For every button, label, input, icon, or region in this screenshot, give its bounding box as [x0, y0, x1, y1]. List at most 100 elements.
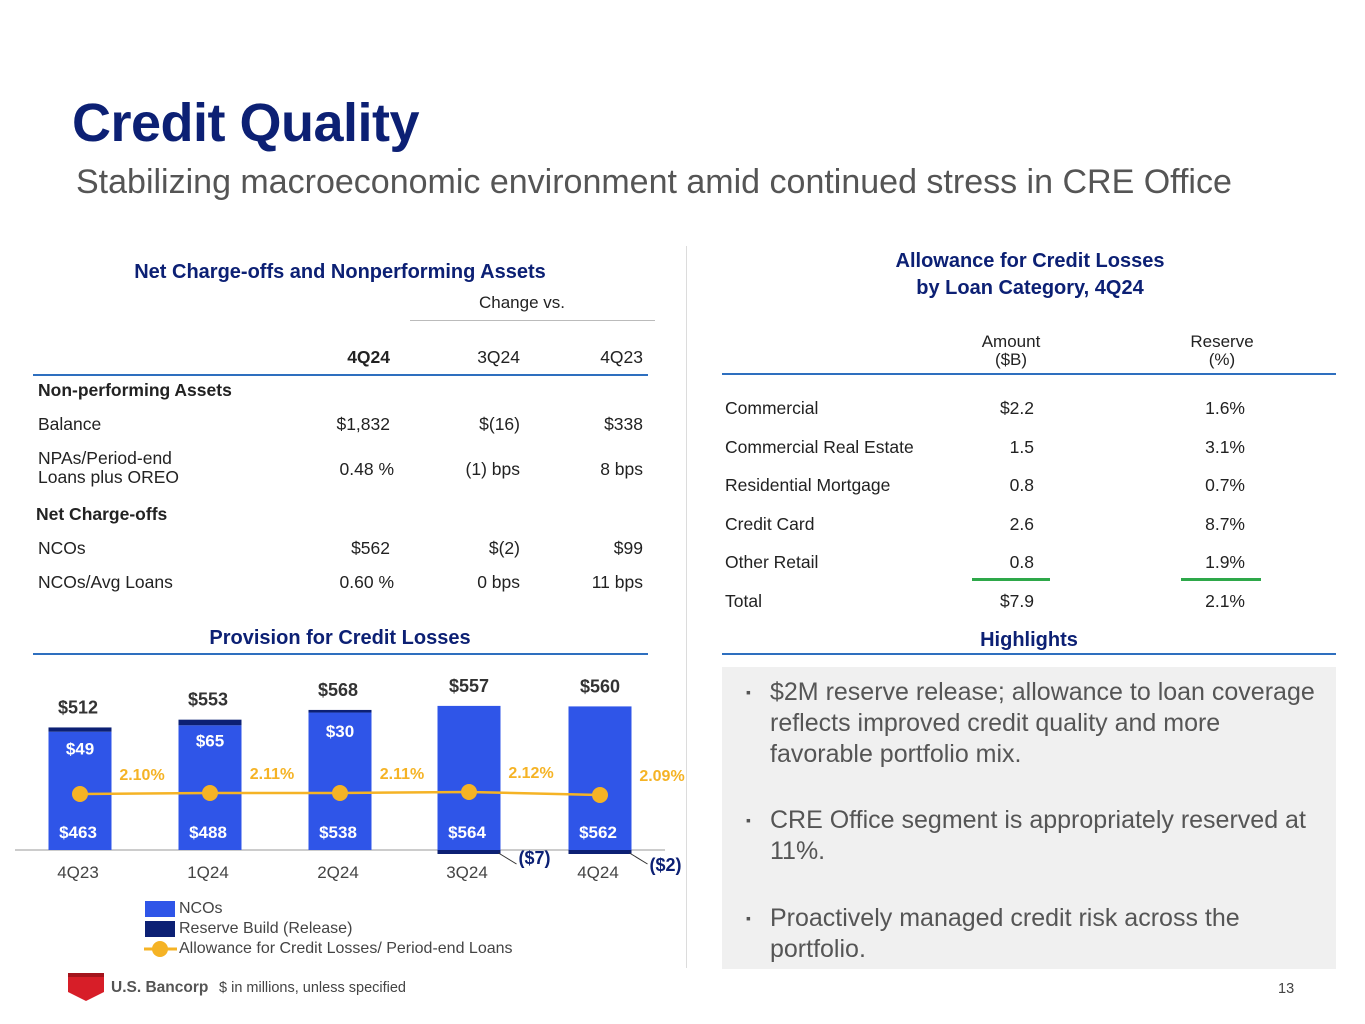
ncos-3q24: $(2) — [488, 538, 520, 558]
ncos-4q23: $99 — [613, 538, 643, 558]
reserve-label: $49 — [66, 739, 94, 758]
legend-label-ncos: NCOs — [179, 900, 223, 917]
row-label-ncos: NCOs — [38, 538, 86, 558]
acl-point — [202, 785, 218, 801]
acl-title-line2: by Loan Category, 4Q24 — [916, 277, 1144, 299]
x-tick-label: 3Q24 — [446, 863, 488, 882]
chart-title: Provision for Credit Losses — [209, 627, 471, 649]
acl-col-reserve-line1: Reserve — [1190, 332, 1254, 351]
reserve-bar — [437, 850, 501, 854]
acl-col-reserve: Reserve (%) — [1162, 333, 1282, 369]
nco-label: $463 — [59, 823, 97, 842]
nco-header-rule — [33, 374, 648, 376]
acl-row-amount: $2.2 — [999, 398, 1034, 418]
legend-swatch-ncos — [145, 901, 175, 917]
acl-row-label: Total — [725, 590, 762, 611]
nco-bar — [308, 712, 372, 850]
page-subtitle: Stabilizing macroeconomic environment am… — [76, 163, 1232, 201]
balance-4q24: $1,832 — [336, 414, 390, 434]
column-divider — [686, 246, 687, 968]
reserve-leader-line — [629, 852, 648, 865]
nco-bar — [568, 706, 632, 850]
nco-label: $488 — [189, 823, 227, 842]
reserve-label: $30 — [326, 722, 354, 741]
highlight-text-3: Proactively managed credit risk across t… — [770, 904, 1240, 963]
change-rule — [410, 320, 655, 321]
total-label: $557 — [449, 676, 489, 696]
acl-header-rule — [722, 373, 1336, 375]
legend-label-reserve: Reserve Build (Release) — [179, 920, 353, 937]
acl-point — [332, 785, 348, 801]
col-3q24: 3Q24 — [477, 347, 520, 367]
acl-row-amount: $7.9 — [999, 590, 1034, 611]
x-tick-label: 2Q24 — [317, 863, 359, 882]
nco-label: $562 — [579, 823, 617, 842]
reserve-label: $65 — [196, 732, 224, 751]
bullet-marker: ▪ — [746, 684, 751, 700]
npa-ratio-4q23: 8 bps — [600, 459, 643, 479]
x-tick-label: 4Q23 — [57, 863, 99, 882]
page-title: Credit Quality — [72, 93, 420, 153]
acl-col-amount: Amount ($B) — [951, 333, 1071, 369]
bullet-marker: ▪ — [746, 812, 751, 828]
acl-row-reserve: 8.7% — [1205, 513, 1245, 534]
reserve-label: ($2) — [650, 855, 682, 875]
acl-point — [461, 784, 477, 800]
reserve-bar — [308, 709, 372, 713]
npa-ratio-line2: Loans plus OREO — [38, 467, 180, 487]
legend-swatch-acl — [144, 941, 177, 957]
acl-label: 2.11% — [250, 766, 294, 783]
acl-row-reserve: 0.7% — [1205, 475, 1245, 495]
row-label-nco-ratio: NCOs/Avg Loans — [38, 572, 173, 592]
ncos-4q24: $562 — [351, 538, 390, 558]
highlights-box — [722, 667, 1336, 969]
page-number: 13 — [1278, 981, 1295, 997]
highlights-rule — [722, 653, 1336, 655]
acl-col-amount-line1: Amount — [981, 332, 1041, 351]
reserve-bar — [178, 719, 242, 726]
row-label-npa-ratio: NPAs/Period-end Loans plus OREO — [38, 449, 179, 487]
legend-label-acl: Allowance for Credit Losses/ Period-end … — [179, 940, 513, 957]
logo-text: U.S. Bancorp — [111, 979, 209, 996]
nco-ratio-3q24: 0 bps — [477, 572, 520, 592]
nco-ratio-4q24: 0.60 % — [339, 572, 394, 592]
acl-col-amount-line2: ($B) — [994, 350, 1028, 369]
acl-row-label: Residential Mortgage — [725, 475, 891, 495]
col-4q24: 4Q24 — [347, 347, 390, 367]
acl-row-amount: 2.6 — [1009, 513, 1034, 534]
nco-bar — [437, 705, 501, 850]
acl-label: 2.09% — [639, 768, 684, 785]
acl-row-amount: 0.8 — [1009, 552, 1034, 572]
x-tick-label: 4Q24 — [577, 863, 619, 882]
balance-4q23: $338 — [604, 414, 643, 434]
reserve-leader-line — [498, 852, 517, 865]
acl-row-label: Credit Card — [725, 513, 815, 534]
reserve-bar — [48, 727, 112, 732]
acl-row-label: Commercial — [725, 398, 819, 418]
total-label: $568 — [318, 680, 358, 700]
acl-label: 2.10% — [119, 767, 164, 784]
amount-total-rule — [972, 578, 1050, 581]
acl-row-label: Commercial Real Estate — [725, 436, 914, 457]
acl-row-reserve: 2.1% — [1205, 590, 1245, 611]
total-label: $512 — [58, 697, 98, 717]
acl-title-line1: Allowance for Credit Losses — [895, 250, 1165, 272]
highlights-title: Highlights — [980, 629, 1078, 651]
footnote: $ in millions, unless specified — [219, 980, 406, 996]
npa-ratio-3q24: (1) bps — [465, 459, 520, 479]
nco-label: $538 — [319, 823, 357, 842]
total-label: $560 — [580, 676, 620, 696]
nco-section-header: Net Charge-offs — [36, 504, 168, 524]
highlight-text-1: $2M reserve release; allowance to loan c… — [770, 678, 1315, 768]
acl-col-reserve-line2: (%) — [1208, 350, 1236, 369]
reserve-bar — [568, 850, 632, 854]
nco-ratio-4q23: 11 bps — [591, 572, 643, 592]
npa-ratio-line1: NPAs/Period-end — [38, 448, 172, 468]
acl-row-reserve: 1.9% — [1205, 552, 1245, 572]
highlight-text-2: CRE Office segment is appropriately rese… — [770, 806, 1306, 865]
row-label-balance: Balance — [38, 414, 102, 434]
acl-row-label: Other Retail — [725, 552, 819, 572]
nco-label: $564 — [448, 823, 486, 842]
reserve-label: ($7) — [519, 848, 551, 868]
shield-logo-icon — [68, 973, 104, 1001]
